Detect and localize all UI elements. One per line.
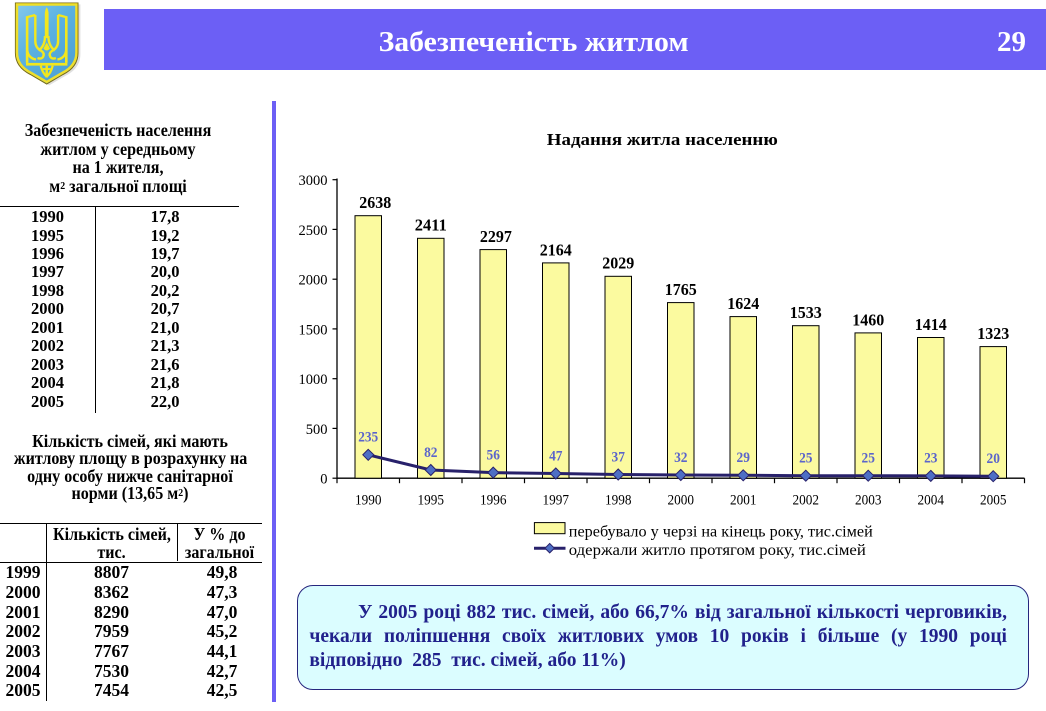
- svg-text:2003: 2003: [855, 492, 882, 508]
- svg-text:47: 47: [549, 448, 563, 464]
- svg-text:2638: 2638: [359, 193, 391, 212]
- svg-text:1500: 1500: [299, 322, 328, 338]
- svg-text:2001: 2001: [730, 492, 757, 508]
- svg-text:2002: 2002: [793, 492, 820, 508]
- svg-text:2005: 2005: [980, 492, 1007, 508]
- svg-text:25: 25: [862, 451, 875, 467]
- svg-text:2164: 2164: [540, 240, 572, 259]
- svg-text:1000: 1000: [299, 372, 328, 388]
- svg-text:Надання житла населенню: Надання житла населенню: [547, 130, 778, 149]
- svg-text:1624: 1624: [727, 294, 759, 313]
- svg-text:2029: 2029: [602, 254, 634, 273]
- svg-text:одержали житло протягом року,: одержали житло протягом року, тис.сімей: [569, 542, 866, 559]
- svg-text:2000: 2000: [299, 273, 328, 289]
- svg-text:29: 29: [737, 450, 750, 466]
- svg-text:2004: 2004: [918, 492, 945, 508]
- svg-text:1998: 1998: [605, 492, 632, 508]
- svg-text:56: 56: [487, 447, 501, 463]
- svg-text:23: 23: [924, 451, 937, 467]
- svg-text:82: 82: [424, 445, 437, 461]
- svg-text:20: 20: [987, 451, 1000, 467]
- svg-text:25: 25: [799, 451, 812, 467]
- svg-text:1990: 1990: [355, 492, 382, 508]
- svg-text:2000: 2000: [668, 492, 695, 508]
- svg-text:32: 32: [674, 450, 687, 466]
- svg-text:1997: 1997: [543, 492, 570, 508]
- svg-text:3000: 3000: [299, 173, 328, 189]
- svg-text:2411: 2411: [415, 216, 447, 235]
- svg-text:1414: 1414: [915, 315, 947, 334]
- svg-text:37: 37: [612, 449, 626, 465]
- svg-text:1533: 1533: [790, 303, 822, 322]
- svg-text:1996: 1996: [480, 492, 507, 508]
- svg-text:1995: 1995: [418, 492, 445, 508]
- svg-text:перебувало у черзі на кінець р: перебувало у черзі на кінець року, тис.с…: [569, 524, 873, 541]
- svg-text:0: 0: [320, 472, 327, 488]
- svg-text:29: 29: [997, 26, 1026, 58]
- svg-text:2297: 2297: [480, 227, 512, 246]
- svg-text:1460: 1460: [852, 310, 884, 329]
- svg-text:500: 500: [306, 422, 328, 438]
- svg-text:2500: 2500: [299, 223, 328, 239]
- svg-text:Забезпеченість житлом: Забезпеченість житлом: [379, 26, 689, 58]
- svg-text:1323: 1323: [977, 324, 1009, 343]
- svg-text:1765: 1765: [665, 280, 697, 299]
- svg-text:235: 235: [358, 430, 378, 446]
